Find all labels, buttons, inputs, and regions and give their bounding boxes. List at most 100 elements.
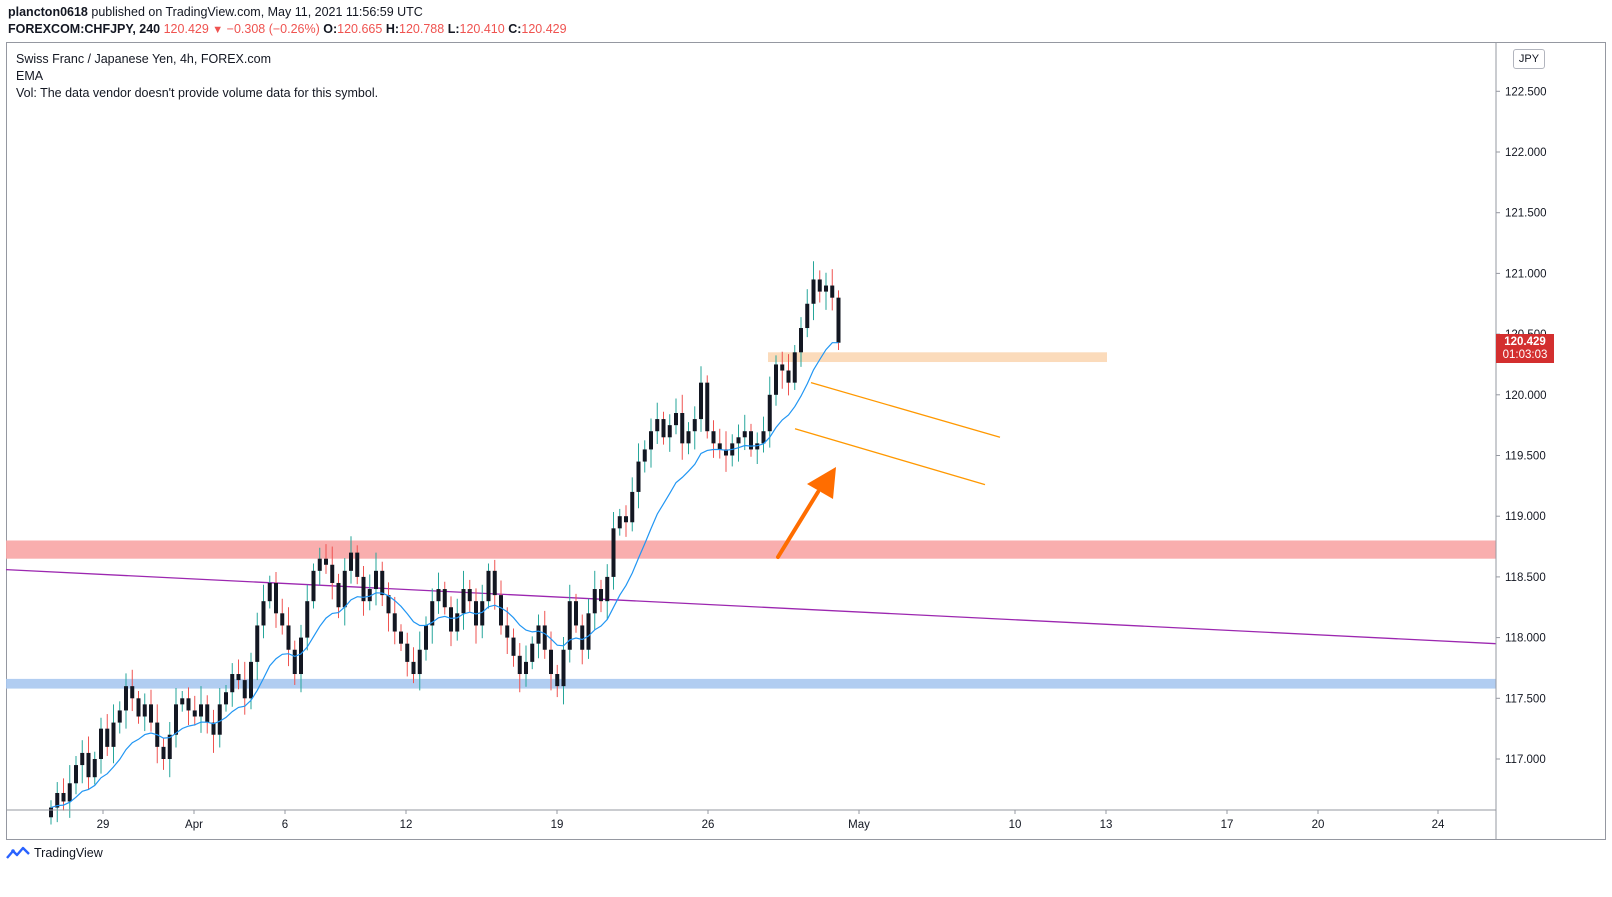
candle bbox=[786, 354, 791, 396]
candle bbox=[824, 272, 828, 310]
candle-body bbox=[680, 413, 685, 444]
candle-body bbox=[317, 558, 322, 571]
candle bbox=[474, 588, 478, 644]
arrow-head-icon bbox=[807, 467, 836, 499]
price-tick-label: 120.000 bbox=[1505, 390, 1547, 402]
candle-body bbox=[499, 595, 503, 626]
time-tick-label: 29 bbox=[97, 819, 110, 831]
candle bbox=[386, 582, 391, 632]
candle bbox=[667, 414, 672, 452]
candle-body bbox=[211, 722, 216, 735]
candle bbox=[186, 687, 191, 726]
candle bbox=[805, 289, 810, 338]
channel-lower-line bbox=[794, 428, 986, 486]
candle bbox=[774, 355, 778, 406]
footer-brand[interactable]: TradingView bbox=[6, 846, 103, 860]
candle bbox=[536, 614, 541, 659]
candle bbox=[780, 351, 785, 389]
candle-body bbox=[267, 582, 272, 602]
legend-ema[interactable]: EMA bbox=[16, 69, 44, 83]
candle bbox=[524, 645, 528, 687]
candle bbox=[686, 422, 691, 455]
time-tick-label: 20 bbox=[1312, 819, 1325, 831]
time-tick-label: 26 bbox=[702, 819, 715, 831]
candle-body bbox=[799, 328, 803, 353]
currency-button[interactable]: JPY bbox=[1513, 49, 1545, 69]
candle-body bbox=[399, 631, 403, 644]
candle-body bbox=[549, 649, 553, 675]
candle bbox=[749, 423, 753, 457]
arrow-shaft bbox=[776, 490, 820, 559]
candle bbox=[86, 736, 91, 790]
chart-frame[interactable] bbox=[6, 42, 1606, 840]
candle bbox=[599, 579, 603, 613]
candle-body bbox=[699, 382, 703, 420]
candle-body bbox=[355, 552, 360, 577]
candle bbox=[705, 375, 710, 439]
candle-body bbox=[255, 625, 260, 662]
candle bbox=[267, 575, 272, 609]
candle-body bbox=[530, 643, 535, 662]
tradingview-logo-icon bbox=[6, 846, 30, 859]
candle bbox=[561, 636, 566, 705]
candle-body bbox=[686, 431, 691, 444]
candle-body bbox=[536, 625, 541, 644]
published-text: published on TradingView.com, May 11, 20… bbox=[91, 5, 423, 19]
candle-body bbox=[555, 674, 560, 687]
candle bbox=[211, 709, 216, 753]
legend-volume: Vol: The data vendor doesn't provide vol… bbox=[16, 86, 379, 100]
candle-body bbox=[280, 613, 285, 626]
candle-body bbox=[392, 613, 397, 632]
candle bbox=[630, 477, 635, 532]
candle bbox=[130, 669, 135, 712]
candle bbox=[367, 574, 372, 611]
candle bbox=[567, 584, 572, 663]
candle bbox=[180, 691, 185, 712]
candle-body bbox=[624, 516, 628, 523]
candle bbox=[542, 610, 547, 659]
last-price: 120.429 bbox=[163, 22, 209, 36]
price-tick-label: 121.000 bbox=[1505, 268, 1547, 280]
candle bbox=[642, 440, 647, 473]
candle-body bbox=[261, 601, 266, 626]
price-tick-label: 118.500 bbox=[1505, 572, 1546, 584]
candle bbox=[149, 689, 153, 732]
candle-body bbox=[474, 601, 478, 626]
price-tick-label: 119.000 bbox=[1505, 511, 1546, 523]
candle bbox=[199, 686, 203, 733]
candle bbox=[530, 636, 535, 670]
symbol-label: FOREXCOM:CHFJPY, 240 bbox=[8, 22, 161, 36]
close-value: 120.429 bbox=[521, 22, 567, 36]
candle bbox=[224, 684, 228, 712]
candle-body bbox=[574, 601, 578, 626]
candle-body bbox=[405, 643, 410, 662]
candle-body bbox=[517, 655, 522, 675]
candle bbox=[161, 737, 166, 770]
candle-body bbox=[299, 637, 303, 675]
author-name[interactable]: plancton0618 bbox=[8, 5, 88, 19]
candle-body bbox=[824, 285, 828, 292]
candle-body bbox=[49, 807, 53, 818]
candle bbox=[742, 414, 747, 451]
candle bbox=[755, 432, 760, 464]
trendline-layer bbox=[5, 568, 1497, 645]
candle bbox=[555, 664, 560, 698]
candle bbox=[311, 563, 316, 609]
candle bbox=[67, 765, 72, 818]
candle bbox=[349, 536, 353, 584]
candle-body bbox=[55, 792, 60, 808]
candle-body bbox=[292, 649, 297, 675]
candle bbox=[142, 693, 147, 732]
candle-body bbox=[330, 564, 335, 583]
candle-body bbox=[505, 625, 510, 638]
candle bbox=[717, 428, 722, 459]
candle bbox=[280, 598, 285, 635]
candle bbox=[549, 631, 553, 691]
zones-layer bbox=[6, 352, 1496, 689]
candle-body bbox=[311, 570, 316, 602]
candle bbox=[624, 505, 628, 537]
candle bbox=[92, 751, 97, 785]
candle-body bbox=[599, 589, 603, 602]
channel-upper-line bbox=[810, 382, 1001, 438]
